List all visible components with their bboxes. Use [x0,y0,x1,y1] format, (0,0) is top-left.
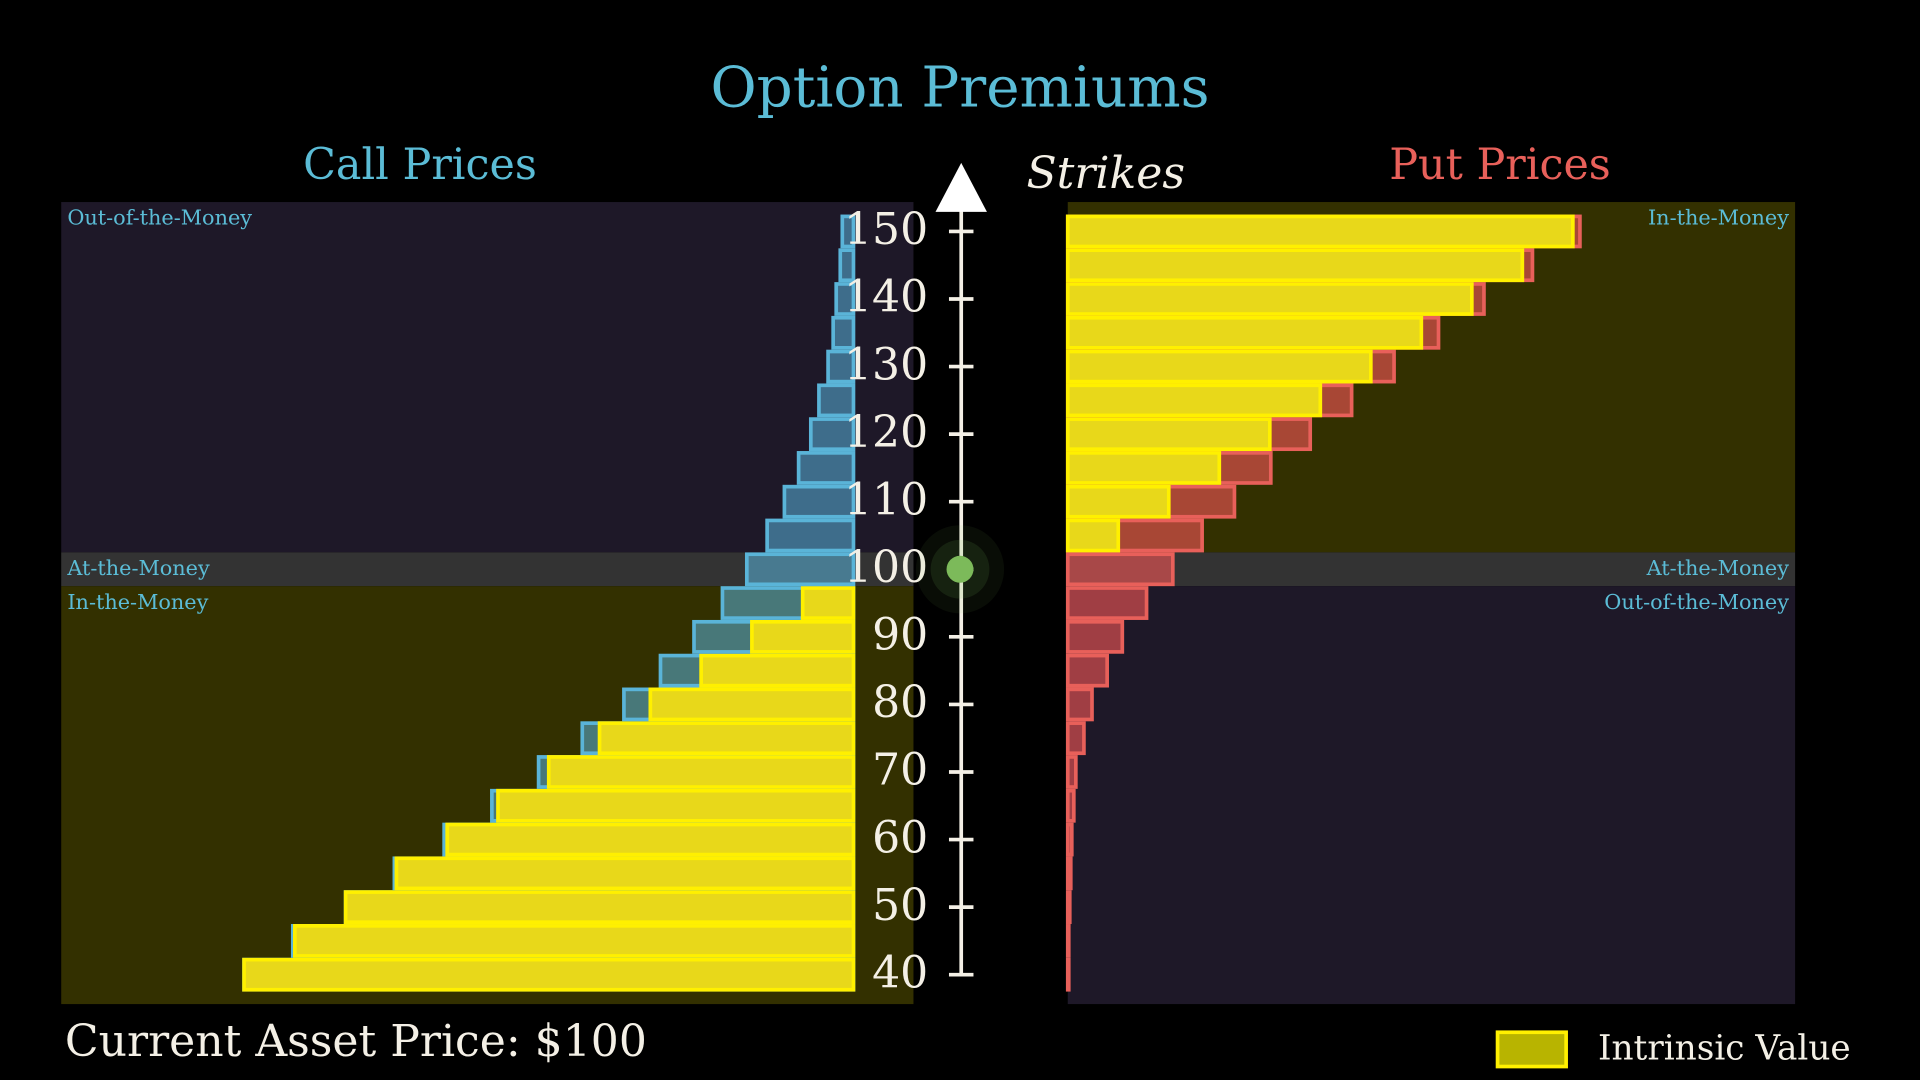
premium-bar [1065,822,1074,857]
y-tick-label: 120 [844,407,928,458]
axis-arrow [935,162,987,212]
current-price-label: Current Asset Price: $100 [65,1016,647,1067]
intrinsic-bar [1065,315,1424,350]
intrinsic-bar [800,586,856,620]
intrinsic-bar [445,822,856,857]
intrinsic-bar [1065,349,1373,384]
region-label: Out-of-the-Money [67,206,252,230]
intrinsic-bar [343,890,856,925]
intrinsic-bar [750,619,856,654]
y-tick-label: 50 [872,880,928,931]
y-tick-label: 40 [872,947,928,998]
y-tick-label: 70 [872,745,928,796]
region-label: At-the-Money [1646,556,1790,580]
intrinsic-bar [496,788,856,823]
region-lower [1067,586,1796,1005]
y-tick-label: 110 [844,474,928,525]
intrinsic-bar [1065,484,1171,519]
intrinsic-bar [292,924,856,958]
legend-label: Intrinsic Value [1598,1029,1851,1069]
premium-bar [838,248,856,283]
intrinsic-bar [648,687,856,722]
premium-bar [765,518,856,553]
premium-bar [1065,755,1078,789]
premium-bar [1065,788,1076,823]
intrinsic-bar [1065,518,1121,553]
y-tick-label: 140 [844,272,928,323]
premium-bar [1065,653,1109,688]
intrinsic-bar [1065,383,1323,418]
premium-bar [817,383,856,418]
premium-bar [796,451,856,485]
intrinsic-bar [1065,282,1474,316]
intrinsic-bar [394,856,856,891]
intrinsic-bar [1065,417,1272,452]
premium-bar [831,315,856,350]
bars [242,214,1582,992]
region-label: In-the-Money [1648,206,1789,230]
y-tick-label: 150 [844,204,928,255]
calls-title: Call Prices [303,140,537,190]
premium-bar [1065,721,1086,756]
region-atm [1067,552,1796,587]
region-label: At-the-Money [66,556,210,580]
y-tick-label: 90 [872,610,928,661]
intrinsic-bar [597,721,856,756]
premium-bar [840,214,856,249]
current-price-marker [946,555,974,583]
chart-title: Option Premiums [710,55,1209,120]
premium-bar [1065,957,1071,992]
intrinsic-bar [1065,214,1575,249]
premium-bar [1065,924,1071,958]
intrinsic-bar [1065,451,1222,485]
y-tick-label: 60 [872,812,928,863]
legend-swatch [1495,1030,1568,1069]
premium-bar [782,484,856,519]
intrinsic-bar [1065,248,1525,283]
premium-bar [744,552,856,587]
y-tick-label: 130 [844,339,928,390]
premium-bar [1065,687,1094,722]
intrinsic-bar [242,957,856,992]
region-label: Out-of-the-Money [1604,590,1789,614]
puts-title: Put Prices [1389,140,1611,190]
premium-bar [1065,552,1175,587]
premium-bar [826,349,856,384]
region-upper [61,202,914,553]
premium-bar [1065,586,1149,620]
intrinsic-bar [699,653,856,688]
y-tick-label: 100 [844,542,928,593]
premium-bar [1065,856,1073,891]
intrinsic-bar [546,755,856,789]
premium-bar [1065,619,1125,654]
y-tick-label: 80 [872,677,928,728]
axis: 40 50 60 70 80 90 100 110 120 130 140 150 [844,162,1005,998]
region-label: In-the-Money [67,590,208,614]
axis-label: Strikes [1026,148,1185,199]
premium-bar [834,282,856,316]
premium-bar [1065,890,1072,925]
premium-bar [808,417,856,452]
